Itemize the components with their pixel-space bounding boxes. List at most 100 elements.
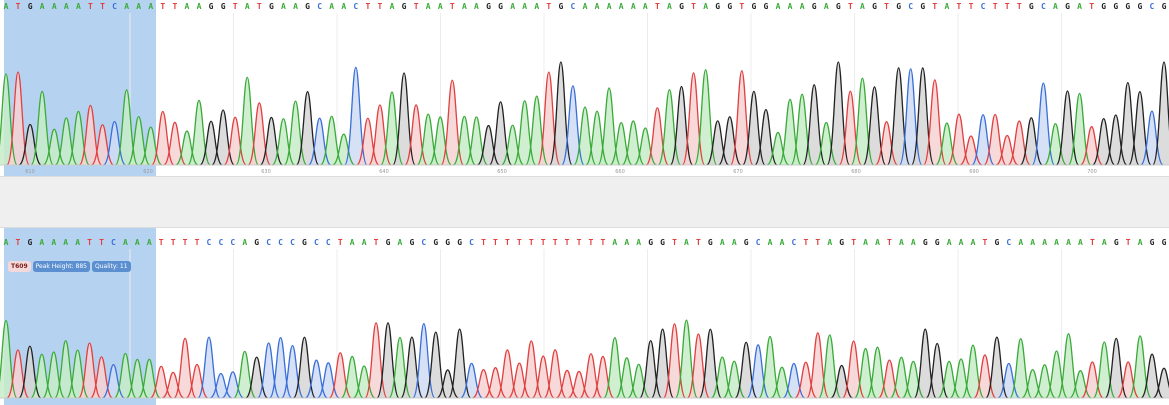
base-call-a[interactable]: A: [40, 2, 45, 11]
base-call-a[interactable]: A: [899, 238, 904, 247]
base-call-a[interactable]: A: [242, 238, 247, 247]
base-call-a[interactable]: A: [780, 238, 785, 247]
base-call-c[interactable]: C: [469, 238, 474, 247]
base-call-a[interactable]: A: [341, 2, 346, 11]
base-call-g[interactable]: G: [715, 2, 720, 11]
base-call-a[interactable]: A: [643, 2, 648, 11]
base-call-t[interactable]: T: [505, 238, 510, 247]
base-call-a[interactable]: A: [636, 238, 641, 247]
base-call-a[interactable]: A: [52, 2, 57, 11]
base-call-t[interactable]: T: [541, 238, 546, 247]
base-call-c[interactable]: C: [908, 2, 913, 11]
base-call-t[interactable]: T: [993, 2, 998, 11]
base-call-a[interactable]: A: [147, 238, 152, 247]
base-call-g[interactable]: G: [648, 238, 653, 247]
base-call-a[interactable]: A: [1138, 238, 1143, 247]
base-call-a[interactable]: A: [1053, 2, 1058, 11]
base-call-a[interactable]: A: [1030, 238, 1035, 247]
base-call-a[interactable]: A: [281, 2, 286, 11]
base-call-t[interactable]: T: [969, 2, 974, 11]
base-call-a[interactable]: A: [768, 238, 773, 247]
base-call-c[interactable]: C: [218, 238, 223, 247]
base-call-g[interactable]: G: [1114, 238, 1119, 247]
base-call-t[interactable]: T: [983, 238, 988, 247]
base-call-t[interactable]: T: [887, 238, 892, 247]
base-call-g[interactable]: G: [896, 2, 901, 11]
base-call-t[interactable]: T: [517, 238, 522, 247]
base-call-g[interactable]: G: [708, 238, 713, 247]
base-call-a[interactable]: A: [390, 2, 395, 11]
base-call-g[interactable]: G: [457, 238, 462, 247]
base-call-t[interactable]: T: [378, 2, 383, 11]
base-call-a[interactable]: A: [76, 2, 81, 11]
base-call-a[interactable]: A: [75, 238, 80, 247]
base-call-a[interactable]: A: [4, 238, 9, 247]
base-call-c[interactable]: C: [1006, 238, 1011, 247]
base-call-g[interactable]: G: [751, 2, 756, 11]
base-call-c[interactable]: C: [290, 238, 295, 247]
base-call-t[interactable]: T: [481, 238, 486, 247]
base-call-a[interactable]: A: [245, 2, 250, 11]
base-call-t[interactable]: T: [672, 238, 677, 247]
base-call-a[interactable]: A: [522, 2, 527, 11]
base-call-a[interactable]: A: [197, 2, 202, 11]
base-call-a[interactable]: A: [824, 2, 829, 11]
base-call-g[interactable]: G: [498, 2, 503, 11]
base-call-g[interactable]: G: [558, 2, 563, 11]
base-call-g[interactable]: G: [1137, 2, 1142, 11]
base-call-a[interactable]: A: [619, 2, 624, 11]
base-call-t[interactable]: T: [851, 238, 856, 247]
base-call-g[interactable]: G: [27, 238, 32, 247]
base-call-g[interactable]: G: [923, 238, 928, 247]
base-call-a[interactable]: A: [860, 2, 865, 11]
base-call-c[interactable]: C: [278, 238, 283, 247]
base-call-a[interactable]: A: [136, 2, 141, 11]
base-call-t[interactable]: T: [374, 238, 379, 247]
base-call-t[interactable]: T: [529, 238, 534, 247]
base-call-a[interactable]: A: [1102, 238, 1107, 247]
base-call-g[interactable]: G: [920, 2, 925, 11]
base-call-c[interactable]: C: [230, 238, 235, 247]
base-call-g[interactable]: G: [764, 2, 769, 11]
base-call-a[interactable]: A: [329, 2, 334, 11]
base-call-a[interactable]: A: [667, 2, 672, 11]
base-call-g[interactable]: G: [486, 2, 491, 11]
base-call-g[interactable]: G: [28, 2, 33, 11]
base-call-g[interactable]: G: [445, 238, 450, 247]
base-call-a[interactable]: A: [398, 238, 403, 247]
base-call-a[interactable]: A: [875, 238, 880, 247]
base-call-t[interactable]: T: [553, 238, 558, 247]
base-call-g[interactable]: G: [1113, 2, 1118, 11]
base-call-g[interactable]: G: [679, 2, 684, 11]
base-call-a[interactable]: A: [583, 2, 588, 11]
base-call-t[interactable]: T: [1090, 238, 1095, 247]
base-call-t[interactable]: T: [87, 238, 92, 247]
base-call-a[interactable]: A: [63, 238, 68, 247]
base-call-c[interactable]: C: [326, 238, 331, 247]
base-call-a[interactable]: A: [776, 2, 781, 11]
base-call-t[interactable]: T: [577, 238, 582, 247]
base-call-t[interactable]: T: [691, 2, 696, 11]
base-call-t[interactable]: T: [257, 2, 262, 11]
base-call-g[interactable]: G: [305, 2, 310, 11]
base-call-g[interactable]: G: [386, 238, 391, 247]
base-call-t[interactable]: T: [696, 238, 701, 247]
base-call-t[interactable]: T: [100, 2, 105, 11]
base-call-g[interactable]: G: [254, 238, 259, 247]
base-call-a[interactable]: A: [1042, 238, 1047, 247]
base-call-a[interactable]: A: [911, 238, 916, 247]
base-call-a[interactable]: A: [624, 238, 629, 247]
base-call-g[interactable]: G: [302, 238, 307, 247]
base-call-a[interactable]: A: [788, 2, 793, 11]
base-call-a[interactable]: A: [124, 2, 129, 11]
base-call-t[interactable]: T: [183, 238, 188, 247]
base-call-a[interactable]: A: [185, 2, 190, 11]
base-call-g[interactable]: G: [935, 238, 940, 247]
base-call-a[interactable]: A: [51, 238, 56, 247]
base-call-g[interactable]: G: [1162, 2, 1167, 11]
base-call-t[interactable]: T: [338, 238, 343, 247]
base-call-g[interactable]: G: [409, 238, 414, 247]
base-call-a[interactable]: A: [971, 238, 976, 247]
base-call-a[interactable]: A: [64, 2, 69, 11]
base-call-t[interactable]: T: [884, 2, 889, 11]
